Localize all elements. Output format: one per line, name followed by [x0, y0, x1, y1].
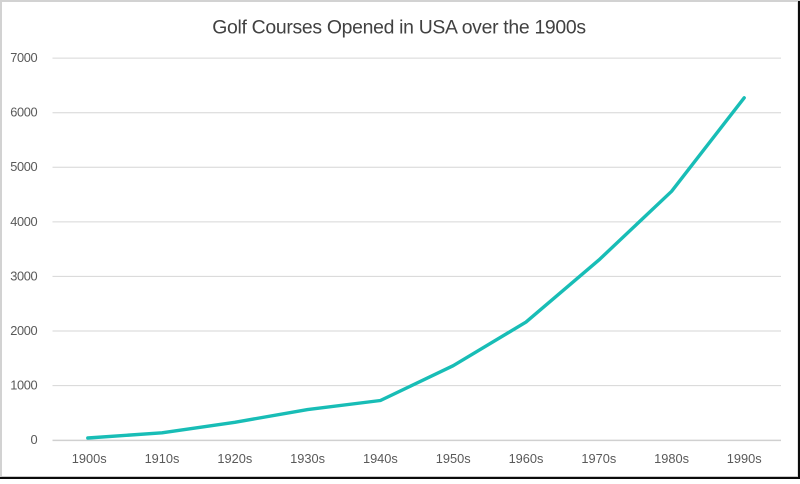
svg-text:6000: 6000 — [10, 105, 37, 120]
svg-text:4000: 4000 — [10, 214, 37, 229]
svg-text:5000: 5000 — [10, 159, 37, 174]
svg-text:1950s: 1950s — [436, 451, 471, 466]
svg-text:0: 0 — [31, 432, 38, 447]
svg-text:1900s: 1900s — [72, 451, 107, 466]
svg-text:1930s: 1930s — [290, 451, 325, 466]
svg-text:3000: 3000 — [10, 268, 37, 283]
svg-text:1940s: 1940s — [363, 451, 398, 466]
svg-text:1910s: 1910s — [145, 451, 180, 466]
svg-text:2000: 2000 — [10, 323, 37, 338]
svg-text:1960s: 1960s — [509, 451, 544, 466]
svg-text:7000: 7000 — [10, 50, 37, 65]
svg-text:1920s: 1920s — [217, 451, 252, 466]
svg-text:Golf Courses Opened in USA ove: Golf Courses Opened in USA over the 1900… — [212, 17, 586, 39]
svg-text:1000: 1000 — [10, 378, 37, 393]
svg-text:1980s: 1980s — [654, 451, 689, 466]
svg-text:1990s: 1990s — [727, 451, 762, 466]
svg-text:1970s: 1970s — [581, 451, 616, 466]
